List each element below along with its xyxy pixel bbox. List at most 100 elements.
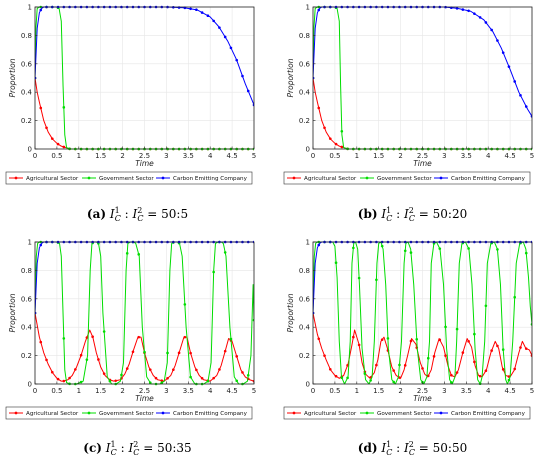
data-point xyxy=(166,351,169,355)
data-point xyxy=(501,51,505,54)
data-point xyxy=(380,244,384,248)
data-point xyxy=(148,381,152,384)
legend-label: Government Sector xyxy=(99,411,154,417)
legend-marker xyxy=(87,411,91,415)
data-point xyxy=(218,26,221,29)
data-point xyxy=(212,19,215,23)
y-tick-label: 0.4 xyxy=(21,324,33,332)
data-point xyxy=(478,374,482,378)
data-point xyxy=(513,367,517,371)
data-point xyxy=(340,376,344,380)
x-tick-label: 1 xyxy=(77,387,81,395)
y-tick-label: 0.6 xyxy=(299,60,311,68)
data-point xyxy=(125,367,129,370)
data-point xyxy=(189,7,192,11)
legend-marker xyxy=(161,176,165,180)
data-point xyxy=(415,337,419,341)
caption-ratio: 50:50 xyxy=(432,441,468,455)
legend-label: Government Sector xyxy=(99,176,154,182)
y-tick-label: 0.2 xyxy=(21,352,32,360)
legend-label: Carbon Emitting Company xyxy=(173,176,248,182)
data-point xyxy=(328,137,332,140)
data-point xyxy=(195,368,198,372)
data-point xyxy=(467,247,470,250)
x-tick-label: 1.5 xyxy=(95,387,106,395)
data-point xyxy=(160,381,164,385)
x-tick-label: 2.5 xyxy=(417,152,428,160)
data-point xyxy=(496,39,499,42)
data-point xyxy=(206,379,210,383)
data-point xyxy=(137,335,141,339)
legend-box xyxy=(283,171,531,185)
legend-label: Agricultural Sector xyxy=(26,411,79,417)
data-point xyxy=(177,351,181,355)
data-point xyxy=(62,337,66,340)
y-tick-label: 0 xyxy=(306,381,310,389)
data-point xyxy=(50,370,54,374)
y-tick-label: 0.8 xyxy=(299,267,310,275)
y-tick-label: 0.8 xyxy=(299,32,310,40)
legend-marker xyxy=(87,176,91,180)
data-point xyxy=(91,335,94,339)
x-tick-label: 3.5 xyxy=(461,387,472,395)
data-point xyxy=(166,376,169,380)
x-tick-label: 3.5 xyxy=(461,152,472,160)
data-point xyxy=(114,379,117,383)
data-point xyxy=(421,367,424,370)
caption-formula: I1C : I2C = xyxy=(109,206,162,224)
chart-panel: 0 0.5 1 1.5 2 2.5 3 3.5 4 4.5 5 0 0.2 0.4 0.6 0.8 1 Time P… xyxy=(0,235,272,431)
data-point xyxy=(56,377,60,381)
x-tick-label: 2 xyxy=(120,152,124,160)
y-tick-label: 1 xyxy=(28,239,32,247)
data-point xyxy=(108,379,112,383)
x-tick-label: 0 xyxy=(311,152,315,160)
data-point xyxy=(334,261,338,265)
x-tick-label: 3 xyxy=(164,152,168,160)
x-tick-label: 1.5 xyxy=(373,152,384,160)
data-point xyxy=(246,89,250,93)
caption-ratio: 50:35 xyxy=(157,441,192,455)
data-point xyxy=(409,339,413,343)
data-point xyxy=(241,371,244,374)
data-point xyxy=(62,379,66,383)
data-point xyxy=(235,58,239,62)
panel-caption: (a) I1C : I2C = 50:5 xyxy=(0,206,275,224)
data-point xyxy=(352,246,355,250)
data-point xyxy=(241,74,244,78)
x-tick-label: 2.5 xyxy=(139,387,150,395)
data-point xyxy=(444,354,447,357)
data-point xyxy=(212,270,215,274)
panel-letter: (d) xyxy=(357,441,378,455)
data-point xyxy=(461,351,465,354)
data-point xyxy=(524,105,528,108)
x-tick-label: 1.5 xyxy=(95,152,106,160)
x-tick-label: 4 xyxy=(208,152,213,160)
x-tick-label: 4.5 xyxy=(227,387,238,395)
data-point xyxy=(334,374,338,378)
data-point xyxy=(102,372,106,375)
data-point xyxy=(473,12,476,15)
legend-box xyxy=(5,406,253,420)
data-point xyxy=(380,338,384,341)
legend-label: Government Sector xyxy=(377,411,432,417)
data-point xyxy=(79,380,83,384)
data-point xyxy=(74,368,77,371)
data-point xyxy=(200,11,204,14)
data-point xyxy=(62,106,66,109)
panel-caption: (b) I1C : I2C = 50:20 xyxy=(275,207,550,223)
data-point xyxy=(172,368,175,372)
data-point xyxy=(473,332,476,336)
data-point xyxy=(39,8,43,12)
y-tick-label: 0.2 xyxy=(299,352,310,360)
data-point xyxy=(444,325,447,329)
y-axis-label: Proportion xyxy=(8,58,17,97)
data-point xyxy=(507,378,511,382)
data-point xyxy=(357,276,361,280)
legend-label: Government Sector xyxy=(377,176,432,182)
x-tick-label: 1 xyxy=(355,387,359,395)
data-point xyxy=(206,14,210,17)
data-point xyxy=(455,7,459,10)
data-point xyxy=(223,35,227,39)
x-tick-label: 0 xyxy=(33,152,37,160)
y-tick-label: 0.8 xyxy=(21,32,32,40)
